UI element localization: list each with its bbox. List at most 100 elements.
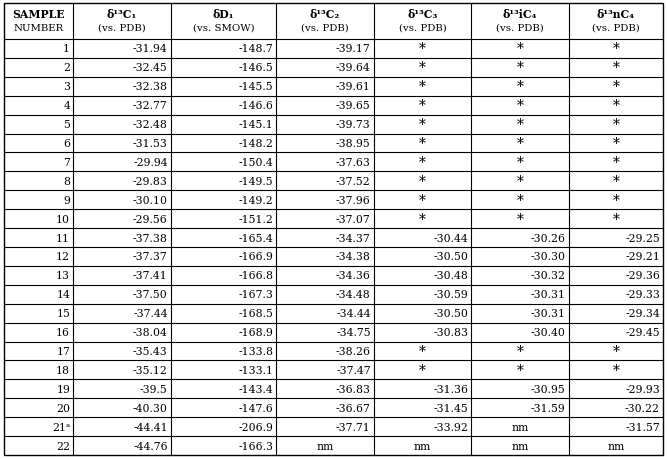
Text: 9: 9 (63, 195, 70, 205)
Text: -29.33: -29.33 (625, 290, 660, 300)
Text: -31.94: -31.94 (133, 45, 167, 54)
Text: δ¹³C₂: δ¹³C₂ (309, 9, 340, 20)
Text: -151.2: -151.2 (238, 214, 273, 224)
Text: -39.5: -39.5 (140, 384, 167, 394)
Text: *: * (516, 193, 524, 207)
Text: (vs. PDB): (vs. PDB) (592, 24, 640, 33)
Text: 21ᵃ: 21ᵃ (52, 422, 70, 432)
Text: *: * (612, 212, 620, 226)
Text: -32.48: -32.48 (133, 120, 167, 130)
Text: *: * (516, 137, 524, 151)
Text: -32.77: -32.77 (133, 101, 167, 111)
Text: -30.83: -30.83 (434, 327, 468, 337)
Text: *: * (419, 137, 426, 151)
Text: *: * (516, 61, 524, 75)
Text: 16: 16 (56, 327, 70, 337)
Text: *: * (516, 363, 524, 377)
Text: -167.3: -167.3 (238, 290, 273, 300)
Text: -37.44: -37.44 (133, 308, 167, 319)
Text: -29.34: -29.34 (625, 308, 660, 319)
Text: *: * (612, 80, 620, 94)
Text: 6: 6 (63, 139, 70, 149)
Text: *: * (419, 193, 426, 207)
Text: 17: 17 (56, 346, 70, 356)
Text: *: * (612, 99, 620, 113)
Text: -30.50: -30.50 (434, 252, 468, 262)
Text: nm: nm (512, 422, 529, 432)
Text: -29.94: -29.94 (133, 157, 167, 168)
Text: -145.1: -145.1 (238, 120, 273, 130)
Text: *: * (419, 61, 426, 75)
Text: -165.4: -165.4 (238, 233, 273, 243)
Text: -32.38: -32.38 (133, 82, 167, 92)
Text: -37.07: -37.07 (336, 214, 371, 224)
Text: -166.8: -166.8 (238, 271, 273, 281)
Text: 2: 2 (63, 63, 70, 73)
Text: -30.44: -30.44 (434, 233, 468, 243)
Text: *: * (419, 80, 426, 94)
Text: *: * (419, 118, 426, 132)
Text: 14: 14 (56, 290, 70, 300)
Text: 19: 19 (56, 384, 70, 394)
Text: *: * (419, 212, 426, 226)
Text: δ¹³C₁: δ¹³C₁ (107, 9, 137, 20)
Text: (vs. SMOW): (vs. SMOW) (193, 24, 254, 33)
Text: -149.2: -149.2 (238, 195, 273, 205)
Text: *: * (612, 137, 620, 151)
Text: -35.43: -35.43 (133, 346, 167, 356)
Text: nm: nm (607, 441, 624, 451)
Text: *: * (419, 363, 426, 377)
Text: -37.41: -37.41 (133, 271, 167, 281)
Text: -39.65: -39.65 (336, 101, 371, 111)
Text: -149.5: -149.5 (239, 176, 273, 186)
Text: 4: 4 (63, 101, 70, 111)
Text: 11: 11 (56, 233, 70, 243)
Text: (vs. PDB): (vs. PDB) (496, 24, 544, 33)
Text: δD₁: δD₁ (213, 9, 234, 20)
Text: -30.48: -30.48 (434, 271, 468, 281)
Text: *: * (516, 99, 524, 113)
Text: 12: 12 (56, 252, 70, 262)
Text: -39.17: -39.17 (336, 45, 371, 54)
Text: *: * (419, 156, 426, 169)
Text: 22: 22 (56, 441, 70, 451)
Text: nm: nm (414, 441, 431, 451)
Text: -30.22: -30.22 (625, 403, 660, 413)
Text: -37.47: -37.47 (336, 365, 371, 375)
Text: *: * (612, 61, 620, 75)
Text: -30.59: -30.59 (434, 290, 468, 300)
Text: -37.52: -37.52 (336, 176, 371, 186)
Text: nm: nm (316, 441, 334, 451)
Text: *: * (419, 42, 426, 56)
Text: -37.50: -37.50 (133, 290, 167, 300)
Text: -29.93: -29.93 (625, 384, 660, 394)
Text: 8: 8 (63, 176, 70, 186)
Text: δ¹³nC₄: δ¹³nC₄ (597, 9, 635, 20)
Text: *: * (516, 42, 524, 56)
Text: -31.59: -31.59 (531, 403, 566, 413)
Text: -143.4: -143.4 (238, 384, 273, 394)
Text: SAMPLE: SAMPLE (13, 9, 65, 20)
Text: 1: 1 (63, 45, 70, 54)
Text: -29.45: -29.45 (626, 327, 660, 337)
Text: -37.63: -37.63 (336, 157, 371, 168)
Text: -39.73: -39.73 (336, 120, 371, 130)
Text: *: * (516, 118, 524, 132)
Text: (vs. PDB): (vs. PDB) (98, 24, 146, 33)
Text: *: * (516, 156, 524, 169)
Text: -148.2: -148.2 (238, 139, 273, 149)
Text: -32.45: -32.45 (133, 63, 167, 73)
Text: -30.31: -30.31 (531, 308, 566, 319)
Text: (vs. PDB): (vs. PDB) (399, 24, 446, 33)
Text: *: * (419, 99, 426, 113)
Text: -29.25: -29.25 (625, 233, 660, 243)
Text: *: * (516, 344, 524, 358)
Text: -37.96: -37.96 (336, 195, 371, 205)
Text: -34.75: -34.75 (336, 327, 371, 337)
Text: *: * (516, 212, 524, 226)
Text: -30.30: -30.30 (531, 252, 566, 262)
Text: -148.7: -148.7 (238, 45, 273, 54)
Text: -37.37: -37.37 (133, 252, 167, 262)
Text: -34.38: -34.38 (336, 252, 371, 262)
Text: 10: 10 (56, 214, 70, 224)
